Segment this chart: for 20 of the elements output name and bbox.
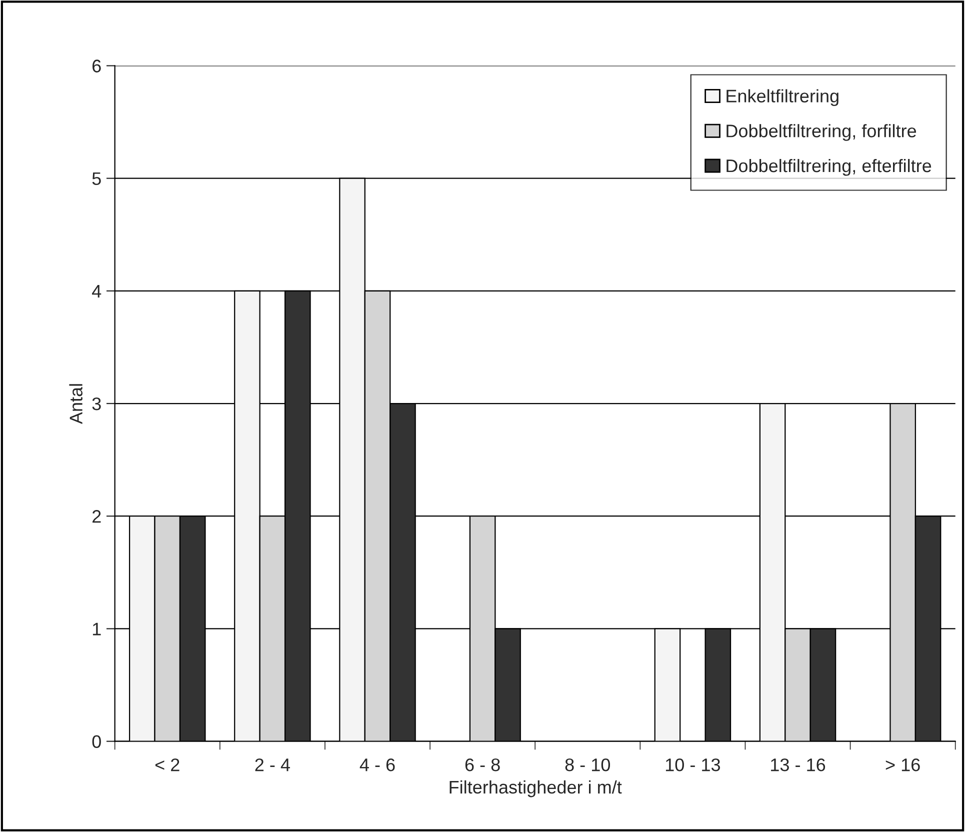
y-axis-title: Antal [69,384,82,424]
y-tick-label: 3 [92,397,101,410]
y-tick-label: 1 [92,622,101,636]
x-tick-label: 6 - 8 [465,758,500,772]
x-tick-label: 8 - 10 [565,758,610,772]
y-tick-label: 4 [92,285,102,298]
x-tick-label: < 2 [155,758,180,772]
y-tick-label: 0 [92,735,101,748]
x-tick-label: 10 - 13 [666,758,720,772]
y-tick-label: 6 [92,60,101,72]
x-tick-label: 2 - 4 [255,758,290,772]
x-tick-label: 13 - 16 [771,758,826,772]
x-tick-label: 4 - 6 [360,758,395,772]
y-tick-label: 5 [92,172,101,186]
y-tick-label: 2 [92,510,101,523]
legend-label: Dobbeltfiltrering, efterfiltre [726,158,932,176]
x-axis-title: Filterhastigheder i m/t [450,780,622,798]
legend-label: Enkeltfiltrering [726,89,838,106]
legend-label: Dobbeltfiltrering, forfiltre [726,124,916,141]
x-tick-label: > 16 [886,758,920,772]
